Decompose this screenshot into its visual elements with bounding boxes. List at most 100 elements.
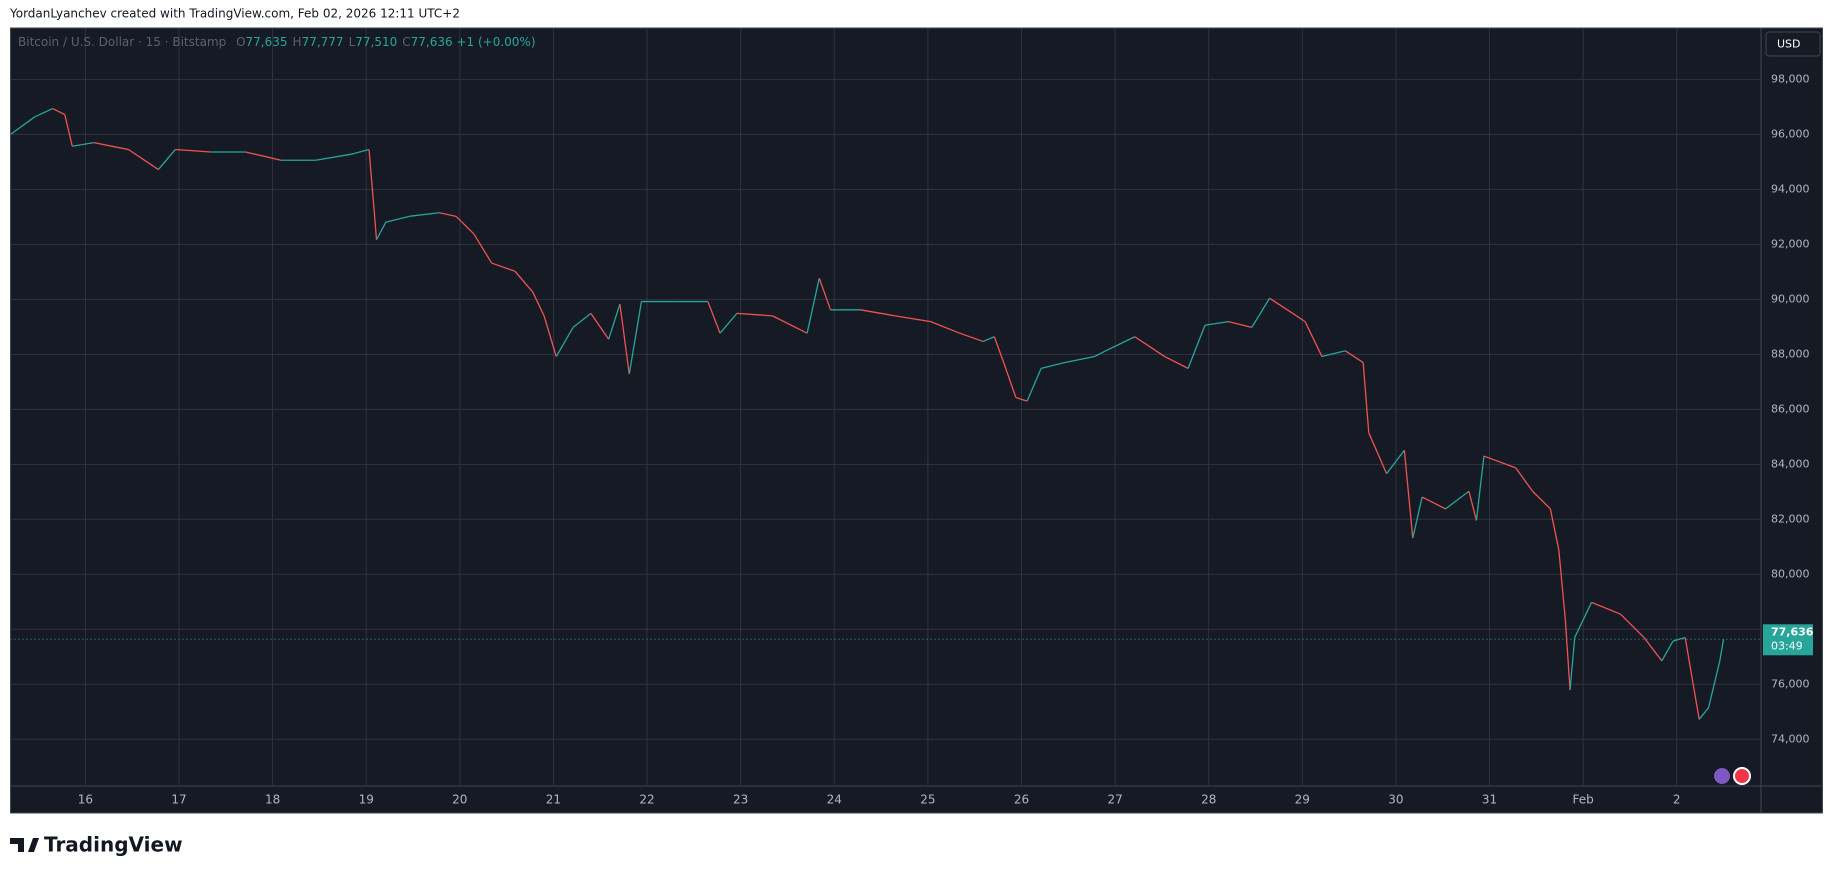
last-price-label: 77,636 [1771, 625, 1814, 638]
price-segment [473, 233, 493, 264]
symbol: Bitcoin / U.S. Dollar · 15 · Bitstamp [18, 35, 226, 49]
x-tick-label: 18 [265, 793, 280, 807]
price-segment [532, 291, 545, 317]
price-segment [1094, 350, 1107, 358]
price-segment [1368, 432, 1388, 474]
header: YordanLyanchev created with TradingView.… [9, 7, 460, 21]
price-segment [1304, 321, 1323, 357]
event-icons [1714, 767, 1751, 785]
price-segment [1321, 350, 1346, 358]
price-segment [1187, 324, 1206, 369]
x-tick-label: 26 [1014, 793, 1029, 807]
ohlc-value: 77,510 [355, 35, 397, 49]
price-segment [982, 336, 995, 343]
price-segment [772, 315, 808, 334]
x-tick-label: 28 [1201, 793, 1216, 807]
price-segment [368, 149, 376, 217]
price-segment [1549, 508, 1560, 550]
icon [1733, 767, 1751, 785]
price-segment [818, 277, 832, 311]
price-segment [1468, 491, 1478, 521]
x-tick-label: 2 [1673, 793, 1681, 807]
icon [1714, 768, 1730, 784]
price-segment [707, 301, 721, 334]
price-segment [993, 336, 1005, 363]
price-segment [52, 107, 66, 116]
price-segment [806, 278, 820, 334]
price-segment [1445, 490, 1470, 510]
y-tick-label: 92,000 [1771, 237, 1810, 250]
ohlc-key: O [236, 35, 245, 49]
currency[interactable]: USD [1777, 38, 1801, 51]
y-tick-label: 82,000 [1771, 512, 1810, 525]
grid [10, 28, 1761, 786]
price-segment [175, 148, 211, 153]
x-tick-label: Feb [1573, 793, 1594, 807]
price-segment [555, 327, 574, 357]
price-segment [1386, 449, 1405, 475]
x-tick-label: 25 [920, 793, 935, 807]
ohlc-key: C [402, 35, 410, 49]
price-segment [1026, 368, 1042, 402]
price-segment [1532, 490, 1551, 510]
price-segment [351, 148, 370, 155]
price-segment [719, 312, 738, 334]
currency-button[interactable] [1765, 31, 1821, 57]
logo-text: TradingView [44, 833, 183, 857]
y-tick-label: 80,000 [1771, 567, 1810, 580]
footer-logo: TradingView [10, 833, 183, 857]
price-segment [1412, 496, 1423, 539]
logo-mark [10, 838, 39, 852]
price-segment [1643, 637, 1663, 662]
price-segment [1569, 637, 1576, 691]
price-segment [385, 215, 410, 223]
price-segment [373, 216, 378, 240]
price-segment [1591, 601, 1621, 615]
price-segment [491, 262, 516, 272]
price-segment [608, 303, 621, 340]
price-segment [1403, 450, 1414, 539]
ohlc-value: 77,636 [411, 35, 453, 49]
price-segment [1698, 707, 1710, 720]
price-segment [93, 142, 129, 151]
price-segment [1362, 362, 1370, 433]
legend: Bitcoin / U.S. Dollar · 15 · Bitstamp O 7… [18, 35, 536, 49]
x-tick-label: 29 [1295, 793, 1310, 807]
price-segment [64, 114, 73, 147]
price-segment [375, 221, 387, 241]
price-segment [619, 303, 630, 375]
price-segment [1483, 455, 1516, 469]
price-segment [315, 153, 352, 161]
price-segment [1564, 619, 1571, 691]
price-segment [1684, 637, 1700, 720]
price-segment [1707, 660, 1721, 708]
ohlc-key: H [293, 35, 302, 49]
price-segment [1345, 350, 1364, 364]
price-segment [1228, 321, 1252, 329]
ohlc-key: L [349, 35, 356, 49]
price-segment [1558, 549, 1567, 620]
y-tick-label: 96,000 [1771, 127, 1810, 140]
price-segment [1286, 309, 1306, 323]
price-segment [930, 321, 960, 334]
price-segment [439, 212, 457, 217]
x-tick-label: 23 [733, 793, 748, 807]
price-segment [157, 149, 176, 171]
ohlc-value: 77,777 [302, 35, 344, 49]
countdown: 03:49 [1771, 639, 1803, 652]
price-segment [128, 148, 159, 171]
price-segment [1661, 640, 1674, 662]
price-segment [1204, 320, 1229, 326]
y-tick-label: 98,000 [1771, 72, 1810, 85]
price-segment [1251, 297, 1271, 328]
price-segment [1164, 355, 1189, 369]
y-tick-label: 84,000 [1771, 457, 1810, 470]
price-segment [1475, 456, 1485, 521]
price-segment [1421, 496, 1446, 510]
price-segment [1134, 336, 1166, 358]
price-segment [860, 309, 896, 317]
price-segment [455, 215, 475, 235]
last-price-tag [1763, 624, 1813, 656]
price-segment [1574, 602, 1593, 638]
